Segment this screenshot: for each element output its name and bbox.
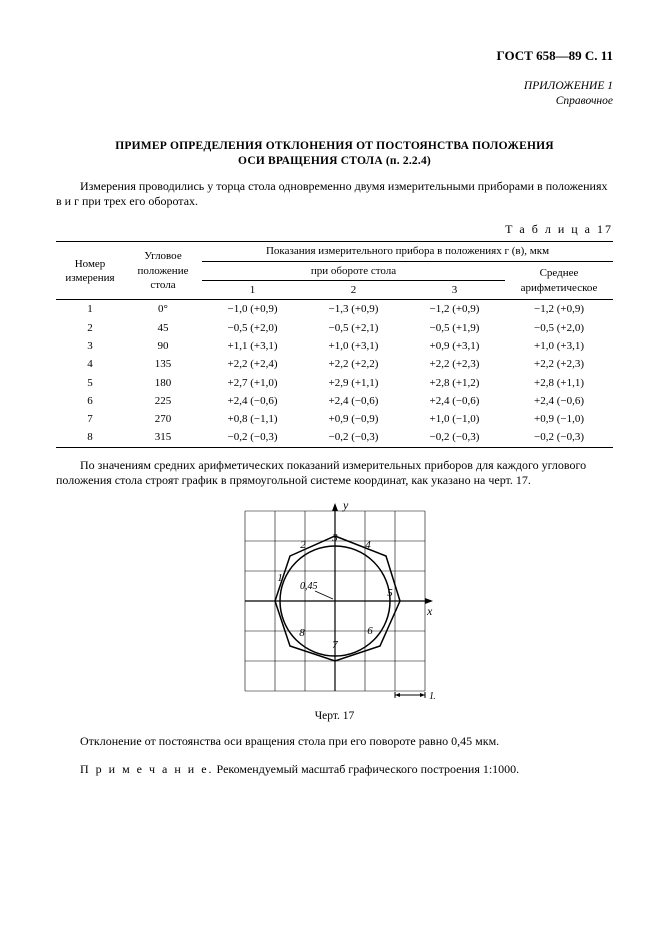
cell: +2,8 (+1,2)	[404, 374, 505, 392]
note-label: П р и м е ч а н и е.	[80, 762, 214, 776]
svg-text:4: 4	[365, 539, 371, 551]
svg-text:6: 6	[367, 625, 373, 637]
hdr-avg1: Среднее	[509, 266, 609, 280]
cell: 2	[56, 319, 124, 337]
svg-text:2: 2	[300, 539, 306, 551]
after-table-para: По значениям средних арифметических пока…	[56, 458, 613, 489]
cell: −0,5 (+2,0)	[202, 319, 303, 337]
cell: 8	[56, 428, 124, 447]
title-line2: ОСИ ВРАЩЕНИЯ СТОЛА (п. 2.2.4)	[56, 154, 613, 169]
svg-text:1: 1	[277, 572, 283, 584]
cell: +1,0 (+3,1)	[505, 337, 613, 355]
cell: +2,8 (+1,1)	[505, 374, 613, 392]
cell: +0,9 (−0,9)	[303, 410, 404, 428]
table-row: 7270+0,8 (−1,1)+0,9 (−0,9)+1,0 (−1,0)+0,…	[56, 410, 613, 428]
cell: −1,2 (+0,9)	[505, 300, 613, 319]
table-label: Т а б л и ц а 17	[56, 222, 613, 238]
cell: 270	[124, 410, 202, 428]
cell: +2,2 (+2,3)	[404, 355, 505, 373]
appendix-num: ПРИЛОЖЕНИЕ 1	[524, 80, 613, 92]
cell: +1,0 (−1,0)	[404, 410, 505, 428]
cell: −0,5 (+1,9)	[404, 319, 505, 337]
cell: −0,5 (+2,1)	[303, 319, 404, 337]
cell: 0°	[124, 300, 202, 319]
hdr-o3: 3	[404, 281, 505, 300]
cell: 90	[124, 337, 202, 355]
cell: 1	[56, 300, 124, 319]
hdr-n2: измерения	[60, 271, 120, 285]
cell: 135	[124, 355, 202, 373]
note-text: Рекомендуемый масштаб графического постр…	[214, 762, 520, 776]
cell: +2,7 (+1,0)	[202, 374, 303, 392]
table-row: 4135+2,2 (+2,4)+2,2 (+2,2)+2,2 (+2,3)+2,…	[56, 355, 613, 373]
figure-caption: Черт. 17	[56, 709, 613, 724]
cell: −1,2 (+0,9)	[404, 300, 505, 319]
cell: +2,4 (−0,6)	[303, 392, 404, 410]
svg-text:x: x	[426, 604, 433, 618]
cell: 180	[124, 374, 202, 392]
cell: 315	[124, 428, 202, 447]
table-row: 390+1,1 (+3,1)+1,0 (+3,1)+0,9 (+3,1)+1,0…	[56, 337, 613, 355]
cell: +2,4 (−0,6)	[202, 392, 303, 410]
note: П р и м е ч а н и е. Рекомендуемый масшт…	[56, 762, 613, 778]
cell: 7	[56, 410, 124, 428]
cell: +0,9 (+3,1)	[404, 337, 505, 355]
hdr-sub: при обороте стола	[202, 261, 505, 280]
appendix-kind: Справочное	[56, 94, 613, 109]
svg-text:5: 5	[387, 587, 393, 599]
hdr-n1: Номер	[60, 257, 120, 271]
figure-17: 0,45 1 2 3 4 5 6 7 8 y x 1мкм	[56, 501, 613, 706]
svg-text:8: 8	[299, 627, 305, 639]
table-row: 8315−0,2 (−0,3)−0,2 (−0,3)−0,2 (−0,3)−0,…	[56, 428, 613, 447]
hdr-a1: Угловое	[128, 249, 198, 263]
hdr-avg2: арифметическое	[509, 281, 609, 295]
hdr-o1: 1	[202, 281, 303, 300]
table-row: 245−0,5 (+2,0)−0,5 (+2,1)−0,5 (+1,9)−0,5…	[56, 319, 613, 337]
cell: −0,5 (+2,0)	[505, 319, 613, 337]
cell: −1,0 (+0,9)	[202, 300, 303, 319]
measurements-table: Номер измерения Угловое положение стола …	[56, 241, 613, 447]
cell: −1,3 (+0,9)	[303, 300, 404, 319]
cell: 5	[56, 374, 124, 392]
svg-text:7: 7	[332, 639, 338, 651]
cell: +2,4 (−0,6)	[404, 392, 505, 410]
cell: 3	[56, 337, 124, 355]
table-row: 5180+2,7 (+1,0)+2,9 (+1,1)+2,8 (+1,2)+2,…	[56, 374, 613, 392]
cell: +0,8 (−1,1)	[202, 410, 303, 428]
appendix-block: ПРИЛОЖЕНИЕ 1 Справочное	[56, 79, 613, 109]
cell: 225	[124, 392, 202, 410]
cell: +2,9 (+1,1)	[303, 374, 404, 392]
cell: +2,2 (+2,2)	[303, 355, 404, 373]
title-line1: ПРИМЕР ОПРЕДЕЛЕНИЯ ОТКЛОНЕНИЯ ОТ ПОСТОЯН…	[56, 139, 613, 154]
svg-text:0,45: 0,45	[300, 581, 318, 592]
hdr-a2: положение	[128, 264, 198, 278]
doc-id: ГОСТ 658—89 С. 11	[56, 48, 613, 65]
cell: −0,2 (−0,3)	[303, 428, 404, 447]
cell: 6	[56, 392, 124, 410]
cell: +1,0 (+3,1)	[303, 337, 404, 355]
intro-paragraph: Измерения проводились у торца стола одно…	[56, 179, 613, 210]
svg-text:1мкм: 1мкм	[429, 691, 435, 701]
table-row: 10°−1,0 (+0,9)−1,3 (+0,9)−1,2 (+0,9)−1,2…	[56, 300, 613, 319]
conclusion: Отклонение от постоянства оси вращения с…	[56, 734, 613, 750]
hdr-span: Показания измерительного прибора в полож…	[202, 242, 613, 261]
table-body: 10°−1,0 (+0,9)−1,3 (+0,9)−1,2 (+0,9)−1,2…	[56, 300, 613, 447]
cell: 4	[56, 355, 124, 373]
svg-text:y: y	[342, 501, 349, 512]
cell: −0,2 (−0,3)	[404, 428, 505, 447]
cell: +2,2 (+2,3)	[505, 355, 613, 373]
table-row: 6225+2,4 (−0,6)+2,4 (−0,6)+2,4 (−0,6)+2,…	[56, 392, 613, 410]
svg-text:3: 3	[331, 532, 338, 544]
cell: −0,2 (−0,3)	[202, 428, 303, 447]
hdr-a3: стола	[128, 278, 198, 292]
cell: −0,2 (−0,3)	[505, 428, 613, 447]
cell: 45	[124, 319, 202, 337]
hdr-o2: 2	[303, 281, 404, 300]
cell: +1,1 (+3,1)	[202, 337, 303, 355]
cell: +0,9 (−1,0)	[505, 410, 613, 428]
cell: +2,4 (−0,6)	[505, 392, 613, 410]
cell: +2,2 (+2,4)	[202, 355, 303, 373]
